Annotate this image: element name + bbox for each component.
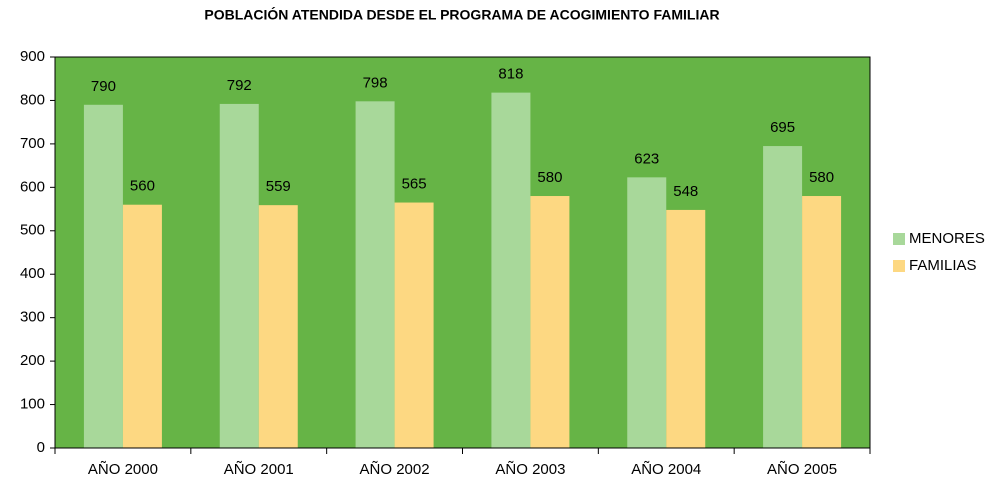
x-tick-label: AÑO 2002 xyxy=(360,461,430,478)
y-tick-label: 100 xyxy=(20,396,45,413)
chart-title: POBLACIÓN ATENDIDA DESDE EL PROGRAMA DE … xyxy=(204,6,719,23)
data-label: 623 xyxy=(634,150,659,167)
bar xyxy=(394,202,434,448)
bar xyxy=(491,92,531,448)
x-tick-label: AÑO 2000 xyxy=(88,461,158,478)
bar xyxy=(258,205,298,448)
data-label: 792 xyxy=(227,77,252,94)
x-tick-label: AÑO 2005 xyxy=(767,461,837,478)
plot-area xyxy=(54,56,871,449)
data-label: 798 xyxy=(363,74,388,91)
y-tick-label: 900 xyxy=(20,48,45,65)
bar xyxy=(122,204,162,448)
y-tick-label: 700 xyxy=(20,135,45,152)
bar xyxy=(83,104,123,449)
data-label: 818 xyxy=(498,66,523,83)
x-tick-label: AÑO 2001 xyxy=(224,461,294,478)
y-tick-label: 0 xyxy=(37,439,45,456)
y-tick-label: 200 xyxy=(20,352,45,369)
data-label: 580 xyxy=(537,169,562,186)
data-label: 695 xyxy=(770,119,795,136)
bar xyxy=(666,209,706,448)
data-label: 559 xyxy=(266,178,291,195)
bar xyxy=(802,196,842,448)
y-tick-label: 400 xyxy=(20,265,45,282)
legend-label: FAMILIAS xyxy=(909,257,977,274)
data-label: 560 xyxy=(130,178,155,195)
bar xyxy=(763,146,803,449)
x-tick-label: AÑO 2003 xyxy=(495,461,565,478)
y-tick-label: 600 xyxy=(20,178,45,195)
x-tick-label: AÑO 2004 xyxy=(631,461,701,478)
data-label: 548 xyxy=(673,183,698,200)
legend-label: MENORES xyxy=(909,230,985,247)
y-tick-label: 500 xyxy=(20,222,45,239)
data-label: 580 xyxy=(809,169,834,186)
bar xyxy=(219,103,259,449)
bar xyxy=(627,177,667,448)
data-label: 565 xyxy=(402,176,427,193)
legend-swatch xyxy=(893,233,905,245)
bar xyxy=(355,101,395,449)
y-tick-label: 300 xyxy=(20,309,45,326)
bar xyxy=(530,196,570,448)
data-label: 790 xyxy=(91,78,116,95)
legend-swatch xyxy=(893,260,905,272)
y-tick-label: 800 xyxy=(20,91,45,108)
